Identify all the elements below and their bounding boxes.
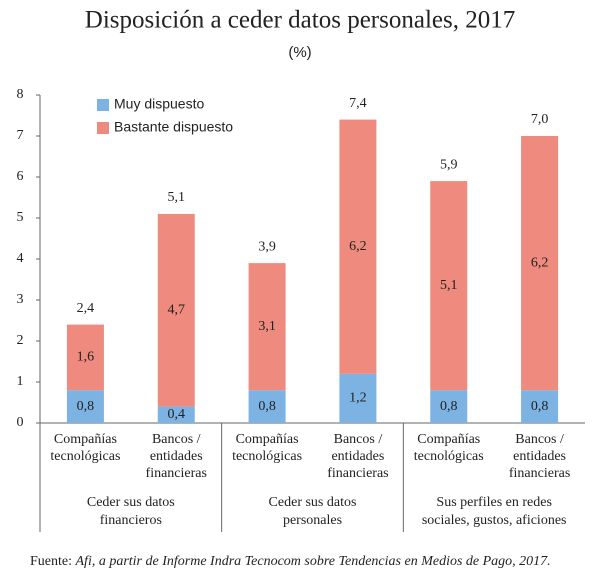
bar-segment	[430, 181, 468, 391]
x-tick-label: tecnológicas	[414, 449, 484, 464]
source: Fuente: Afi, a partir de Informe Indra T…	[30, 554, 551, 569]
group-label: Sus perfiles en redes	[436, 495, 551, 510]
bar-segment	[521, 390, 559, 423]
x-tick-label: financieras	[509, 466, 570, 481]
x-tick-label: Bancos /	[515, 432, 564, 447]
group-label: sociales, gustos, aficiones	[422, 513, 567, 528]
group-label: Ceder sus datos	[269, 495, 357, 510]
group-label: Ceder sus datos	[87, 495, 175, 510]
y-tick-label: 4	[17, 251, 24, 266]
total-label: 7,4	[349, 96, 367, 111]
legend-label: Muy dispuesto	[114, 96, 204, 112]
bar-segment	[248, 390, 286, 423]
x-tick-label: Bancos /	[152, 432, 201, 447]
y-tick-label: 1	[17, 374, 24, 389]
value-label: 6,2	[349, 239, 367, 254]
x-tick-label: Compañías	[54, 432, 117, 447]
legend-label: Bastante dispuesto	[114, 119, 233, 135]
bar-segment	[157, 406, 195, 423]
legend-swatch	[97, 122, 109, 134]
y-tick-label: 0	[17, 415, 24, 430]
value-label: 0,4	[168, 407, 186, 422]
source-label: Fuente:	[30, 554, 72, 569]
value-label: 4,7	[168, 302, 186, 317]
bar-segment	[66, 390, 104, 423]
total-label: 7,0	[531, 112, 549, 127]
chart-subtitle: (%)	[288, 44, 311, 61]
x-tick-label: Compañías	[236, 432, 299, 447]
legend-swatch	[97, 99, 109, 111]
value-label: 6,2	[531, 255, 549, 270]
value-label: 1,2	[349, 391, 367, 406]
bar-segment	[339, 373, 377, 423]
value-label: 0,8	[440, 399, 458, 414]
value-label: 1,6	[77, 350, 95, 365]
bar-segment	[521, 136, 559, 391]
bar-segment	[66, 324, 104, 391]
x-tick-label: financieras	[327, 466, 388, 481]
value-label: 0,8	[531, 399, 549, 414]
bar-segment	[430, 390, 468, 423]
y-tick-label: 5	[17, 210, 24, 225]
x-tick-label: entidades	[150, 449, 203, 464]
x-tick-label: Bancos /	[334, 432, 383, 447]
y-tick-label: 6	[17, 169, 24, 184]
y-tick-label: 7	[17, 128, 24, 143]
x-tick-label: tecnológicas	[50, 449, 120, 464]
value-label: 0,8	[258, 399, 276, 414]
bar-segment	[157, 213, 195, 407]
bar-segment	[339, 119, 377, 374]
value-label: 3,1	[258, 319, 276, 334]
x-tick-label: Compañías	[417, 432, 480, 447]
total-label: 2,4	[77, 301, 95, 316]
total-label: 5,9	[440, 157, 458, 172]
source-text: Afi, a partir de Informe Indra Tecnocom …	[75, 554, 551, 569]
x-tick-label: tecnológicas	[232, 449, 302, 464]
y-tick-label: 2	[17, 333, 24, 348]
y-tick-label: 8	[17, 87, 24, 102]
group-label: financieros	[100, 513, 162, 528]
x-tick-label: entidades	[331, 449, 384, 464]
total-label: 5,1	[168, 190, 186, 205]
group-label: personales	[283, 513, 342, 528]
total-label: 3,9	[258, 239, 276, 254]
bar-segment	[248, 263, 286, 391]
x-tick-label: entidades	[513, 449, 566, 464]
y-tick-label: 3	[17, 292, 24, 307]
chart-title: Disposición a ceder datos personales, 20…	[85, 7, 515, 34]
value-label: 5,1	[440, 278, 458, 293]
value-label: 0,8	[77, 399, 95, 414]
x-tick-label: financieras	[146, 466, 207, 481]
